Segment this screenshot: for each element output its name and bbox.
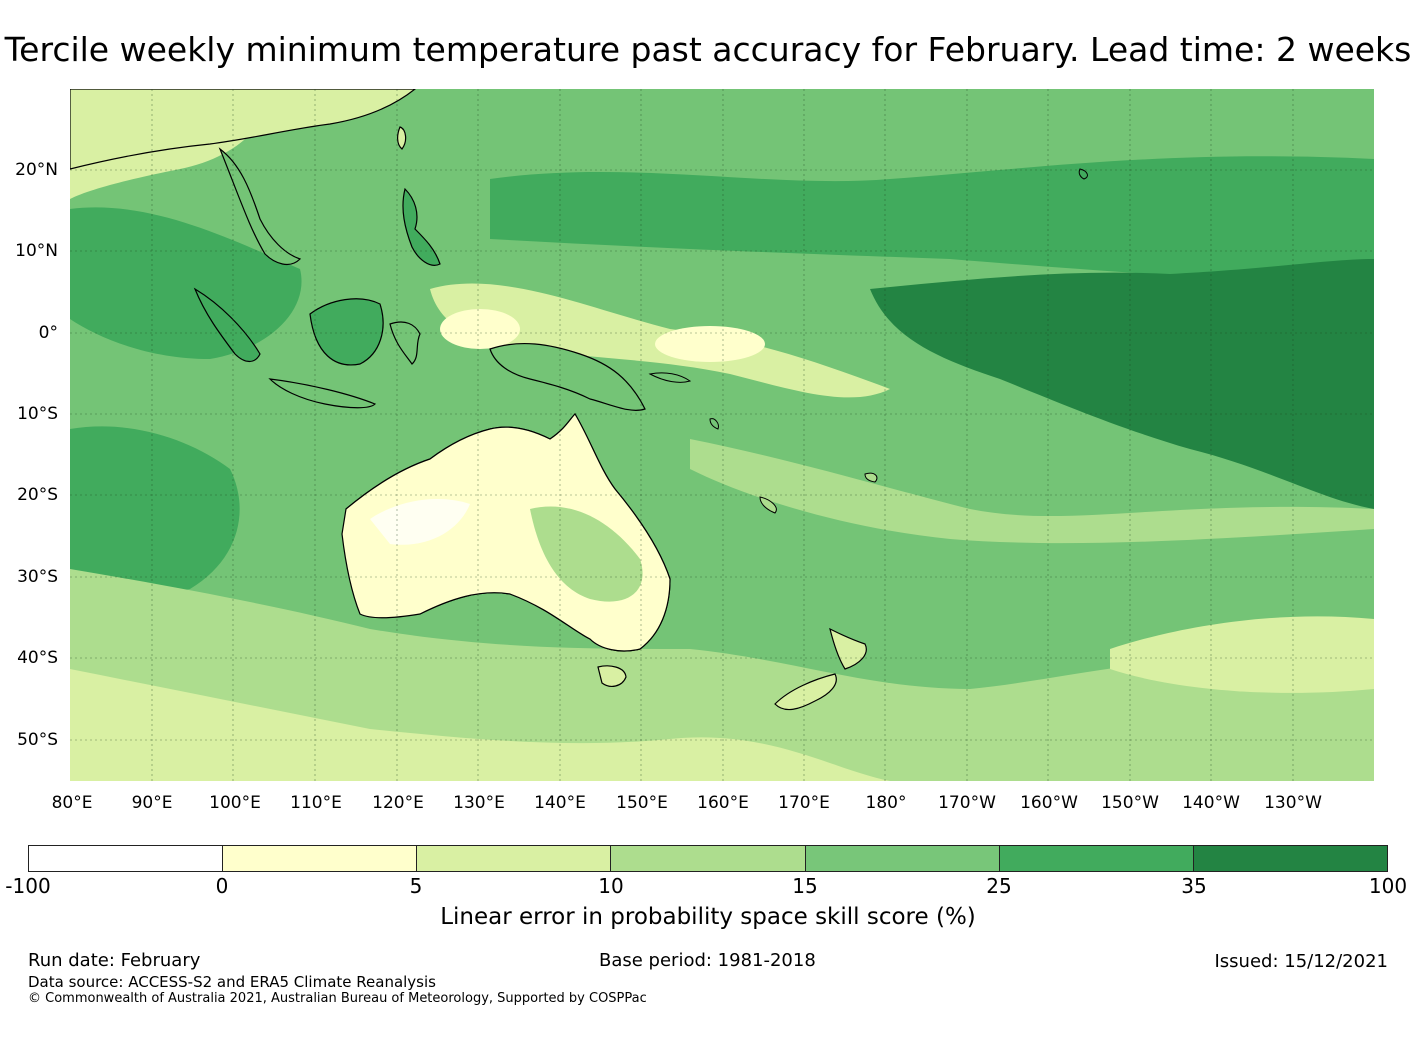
- lon-label: 140°E: [534, 793, 586, 813]
- colorbar-swatch: [999, 846, 1194, 871]
- australia-west-low: [370, 499, 470, 545]
- lon-label: 160°W: [1020, 793, 1078, 813]
- lon-label: 80°E: [51, 793, 93, 813]
- taiwan: [397, 126, 407, 150]
- vanuatu: [709, 418, 719, 430]
- colorbar-tick: 5: [409, 874, 423, 898]
- new-zealand-north: [829, 627, 867, 670]
- lat-label: 20°S: [17, 485, 58, 505]
- new-caledonia: [759, 496, 777, 514]
- north-band: [490, 156, 1374, 289]
- lon-label: 170°E: [778, 793, 830, 813]
- graticule: [70, 89, 1374, 781]
- east-pacific-high-skill: [870, 259, 1374, 509]
- chart-title: Tercile weekly minimum temperature past …: [4, 30, 1412, 69]
- malay-peninsula: [218, 147, 302, 266]
- bay-of-bengal-high-skill: [70, 207, 302, 359]
- lat-label: 30°S: [17, 567, 58, 587]
- colorbar-tick: 15: [792, 874, 818, 898]
- new-zealand-south: [774, 673, 837, 711]
- sulawesi: [389, 321, 421, 365]
- colorbar-swatch: [611, 846, 806, 871]
- lon-label: 140°W: [1182, 793, 1240, 813]
- colorbar-swatch: [417, 846, 612, 871]
- lon-label: 130°E: [453, 793, 505, 813]
- data-source: Data source: ACCESS-S2 and ERA5 Climate …: [28, 973, 436, 991]
- lon-label: 100°E: [209, 793, 261, 813]
- australia-east-region: [530, 506, 643, 602]
- new-guinea: [489, 342, 646, 411]
- colorbar-tick: 10: [598, 874, 624, 898]
- lon-label: 90°E: [131, 793, 173, 813]
- lon-label: 110°E: [290, 793, 342, 813]
- lat-label: 10°N: [15, 241, 58, 261]
- indian-ocean-high-skill: [70, 426, 240, 593]
- colorbar-swatch: [223, 846, 418, 871]
- lon-label: 120°E: [372, 793, 424, 813]
- copyright: © Commonwealth of Australia 2021, Austra…: [28, 991, 647, 1006]
- borneo: [309, 298, 384, 366]
- lat-label: 50°S: [17, 730, 58, 750]
- southeast-low-band: [1110, 616, 1374, 693]
- colorbar-tick: 0: [215, 874, 229, 898]
- map-canvas: [70, 89, 1374, 781]
- skill-score-map: [70, 89, 1374, 781]
- colorbar-tick: 100: [1368, 874, 1408, 898]
- lon-label: 180°: [865, 793, 907, 813]
- low-skill-patch: [440, 309, 520, 349]
- hawaii: [1078, 168, 1088, 180]
- lat-label: 20°N: [15, 160, 58, 180]
- colorbar-label: Linear error in probability space skill …: [440, 904, 976, 930]
- colorbar: [28, 845, 1388, 872]
- asia-mainland: [70, 89, 416, 170]
- sumatra: [193, 287, 261, 363]
- colorbar-tick: 35: [1181, 874, 1207, 898]
- java: [268, 378, 377, 409]
- colorbar-swatch: [805, 846, 1000, 871]
- lon-label: 160°E: [697, 793, 749, 813]
- southern-low-band: [70, 669, 890, 781]
- lon-label: 130°W: [1264, 793, 1322, 813]
- fiji: [864, 472, 878, 483]
- run-date: Run date: February: [28, 950, 201, 971]
- philippines: [402, 187, 441, 266]
- solomon-islands: [648, 372, 692, 383]
- colorbar-swatch: [1193, 846, 1387, 871]
- lon-label: 150°W: [1101, 793, 1159, 813]
- colorbar-tick: 25: [986, 874, 1012, 898]
- lon-label: 150°E: [616, 793, 668, 813]
- base-period: Base period: 1981-2018: [599, 950, 816, 971]
- lat-label: 10°S: [17, 404, 58, 424]
- southern-band: [70, 569, 1374, 781]
- issued-date: Issued: 15/12/2021: [1214, 951, 1388, 972]
- low-skill-patch: [655, 326, 765, 362]
- lat-label: 0°: [38, 323, 58, 343]
- spcz-band: [690, 439, 1374, 544]
- colorbar-swatch: [29, 846, 224, 871]
- colorbar-tick: -100: [5, 874, 51, 898]
- lat-label: 40°S: [17, 648, 58, 668]
- tasmania: [597, 665, 627, 687]
- lon-label: 170°W: [938, 793, 996, 813]
